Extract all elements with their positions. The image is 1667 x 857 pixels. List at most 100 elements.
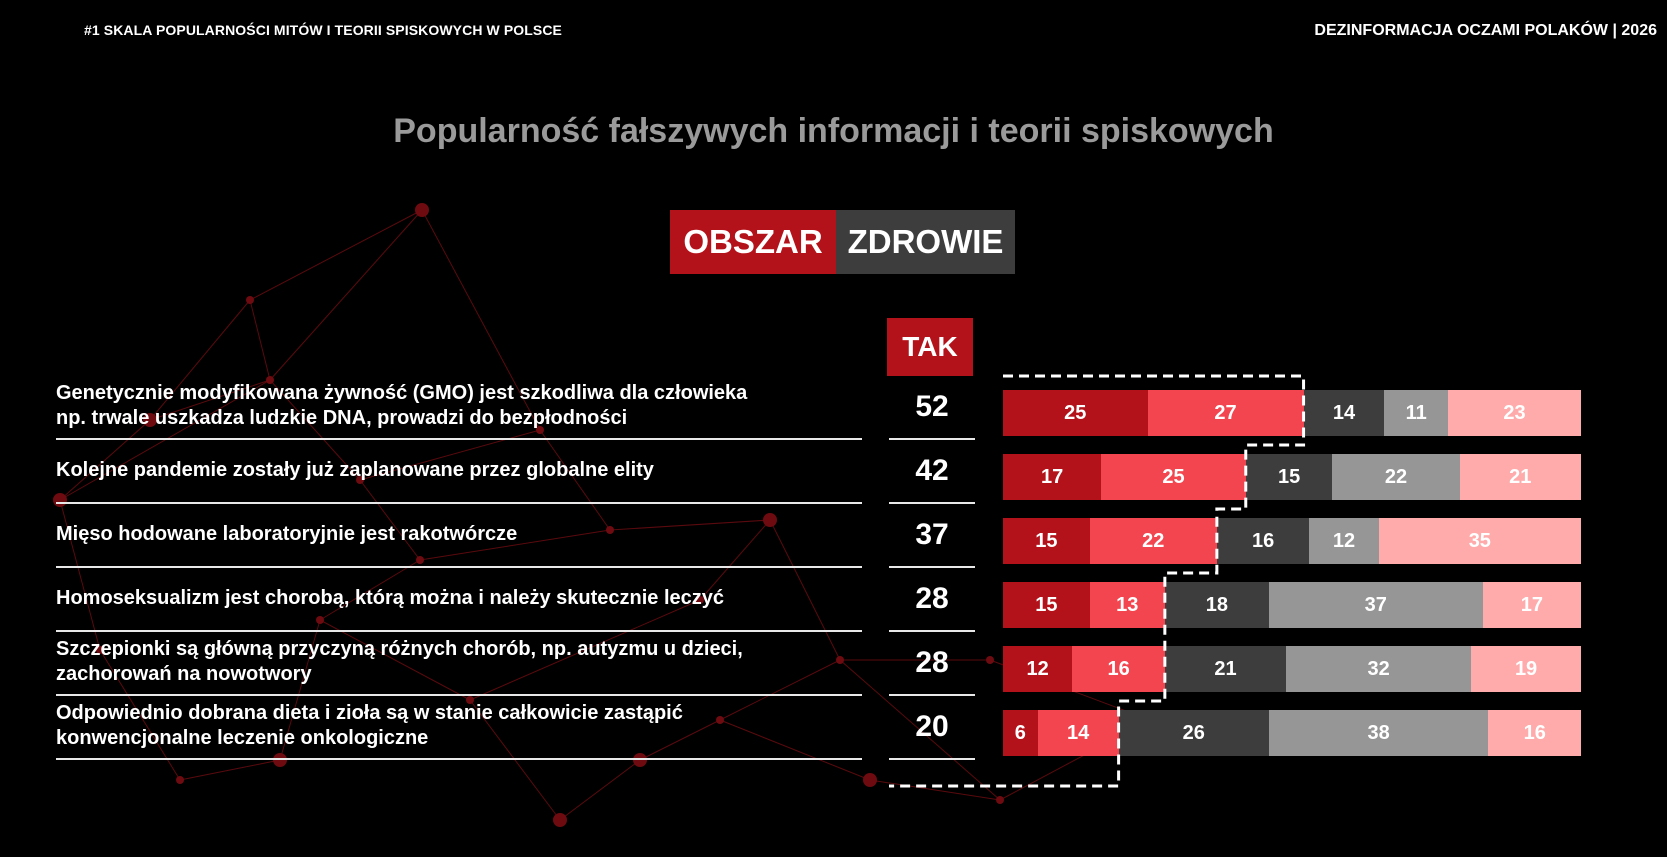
row-label-line: Odpowiednio dobrana dieta i zioła są w s… <box>56 702 683 724</box>
row-label: Genetycznie modyfikowana żywność (GMO) j… <box>56 376 862 440</box>
row-label-line: Genetycznie modyfikowana żywność (GMO) j… <box>56 382 748 404</box>
bar-segment: 13 <box>1089 582 1165 628</box>
network-link <box>59 499 101 651</box>
network-link <box>149 299 251 421</box>
tak-value: 42 <box>889 440 975 504</box>
network-node <box>763 513 777 527</box>
bar-segment: 16 <box>1072 646 1165 692</box>
bar-segment: 19 <box>1471 646 1581 692</box>
row-label-line: Szczepionki są główną przyczyną różnych … <box>56 638 743 660</box>
bar-segment: 32 <box>1286 646 1472 692</box>
stacked-bar: 12 16 21 32 19 <box>1003 646 1581 692</box>
bar-segment: 12 <box>1309 518 1379 564</box>
network-link <box>419 529 611 561</box>
bar-segment: 26 <box>1118 710 1269 756</box>
network-link <box>609 519 771 531</box>
network-link <box>319 619 471 701</box>
bar-segment: 38 <box>1268 710 1489 756</box>
row-label: Szczepionki są główną przyczyną różnych … <box>56 632 862 696</box>
bar-segment: 15 <box>1245 454 1333 500</box>
bar-segment: 35 <box>1378 518 1581 564</box>
network-link <box>149 379 271 421</box>
network-node <box>176 776 184 784</box>
area-value: ZDROWIE <box>836 210 1015 274</box>
header-left-title: #1 SKALA POPULARNOŚCI MITÓW I TEORII SPI… <box>84 22 562 38</box>
network-link <box>769 519 841 661</box>
bar-segment: 27 <box>1147 390 1304 436</box>
bar-segment: 25 <box>1101 454 1246 500</box>
row-label-line: zachorowań na nowotwory <box>56 663 312 685</box>
area-label: OBSZAR <box>670 210 836 274</box>
chart-title: Popularność fałszywych informacji i teor… <box>393 112 1274 150</box>
tak-column-header: TAK <box>887 318 973 376</box>
network-node <box>633 753 647 767</box>
network-node <box>836 656 844 664</box>
tak-value: 37 <box>889 504 975 568</box>
network-link <box>319 559 421 621</box>
bar-segment: 21 <box>1164 646 1287 692</box>
stacked-bar: 6 14 26 38 16 <box>1003 710 1581 756</box>
bar-segment: 11 <box>1384 390 1449 436</box>
bar-segment: 15 <box>1003 582 1090 628</box>
network-node <box>416 556 424 564</box>
network-node <box>246 296 254 304</box>
network-node <box>553 813 567 827</box>
network-link <box>359 479 421 561</box>
bar-segment: 16 <box>1216 518 1310 564</box>
stacked-bar: 15 22 16 12 35 <box>1003 518 1581 564</box>
network-link <box>279 619 321 761</box>
bar-segment: 22 <box>1332 454 1460 500</box>
row-label: Mięso hodowane laboratoryjnie jest rakot… <box>56 504 862 568</box>
tak-value: 20 <box>889 696 975 760</box>
bar-segment: 21 <box>1459 454 1581 500</box>
network-node <box>536 426 544 434</box>
bar-segment: 18 <box>1164 582 1269 628</box>
network-node <box>356 476 364 484</box>
network-link <box>249 299 271 381</box>
bar-segment: 14 <box>1303 390 1385 436</box>
network-node <box>415 203 429 217</box>
stacked-bar: 17 25 15 22 21 <box>1003 454 1581 500</box>
stacked-bar: 15 13 18 37 17 <box>1003 582 1581 628</box>
network-node <box>316 616 324 624</box>
network-link <box>469 699 561 821</box>
network-node <box>466 696 474 704</box>
network-node <box>143 413 157 427</box>
network-link <box>269 209 423 381</box>
bar-segment: 17 <box>1482 582 1581 628</box>
area-badge: OBSZAR ZDROWIE <box>670 210 1015 274</box>
bar-segment: 17 <box>1003 454 1102 500</box>
row-label-line: np. trwale uszkadza ludzkie DNA, prowadz… <box>56 407 628 429</box>
network-node <box>996 796 1004 804</box>
network-link <box>559 759 641 821</box>
network-link <box>539 429 611 531</box>
network-node <box>986 656 994 664</box>
network-node <box>273 753 287 767</box>
network-link <box>719 719 871 781</box>
network-link <box>469 599 701 701</box>
network-node <box>606 526 614 534</box>
network-link <box>719 659 841 721</box>
network-link <box>59 379 271 501</box>
network-link <box>59 419 151 501</box>
row-label-line: konwencjonalne leczenie onkologiczne <box>56 727 429 749</box>
network-node <box>266 376 274 384</box>
tak-value: 28 <box>889 568 975 632</box>
tak-value: 28 <box>889 632 975 696</box>
network-link <box>421 209 541 431</box>
bar-segment: 37 <box>1268 582 1483 628</box>
bar-segment: 14 <box>1037 710 1119 756</box>
row-label-line: Mięso hodowane laboratoryjnie jest rakot… <box>56 522 518 545</box>
row-label-line: Homoseksualizm jest chorobą, którą można… <box>56 586 725 609</box>
row-label-line: Kolejne pandemie zostały już zaplanowane… <box>56 458 654 481</box>
header-right-title: DEZINFORMACJA OCZAMI POLAKÓW | 2026 <box>1314 22 1657 39</box>
row-label: Kolejne pandemie zostały już zaplanowane… <box>56 440 862 504</box>
bar-segment: 15 <box>1003 518 1090 564</box>
network-link <box>639 719 721 761</box>
bar-segment: 12 <box>1003 646 1073 692</box>
stacked-bar: 25 27 14 11 23 <box>1003 390 1581 436</box>
bar-segment: 16 <box>1488 710 1581 756</box>
network-link <box>249 209 423 301</box>
network-link <box>269 379 361 481</box>
